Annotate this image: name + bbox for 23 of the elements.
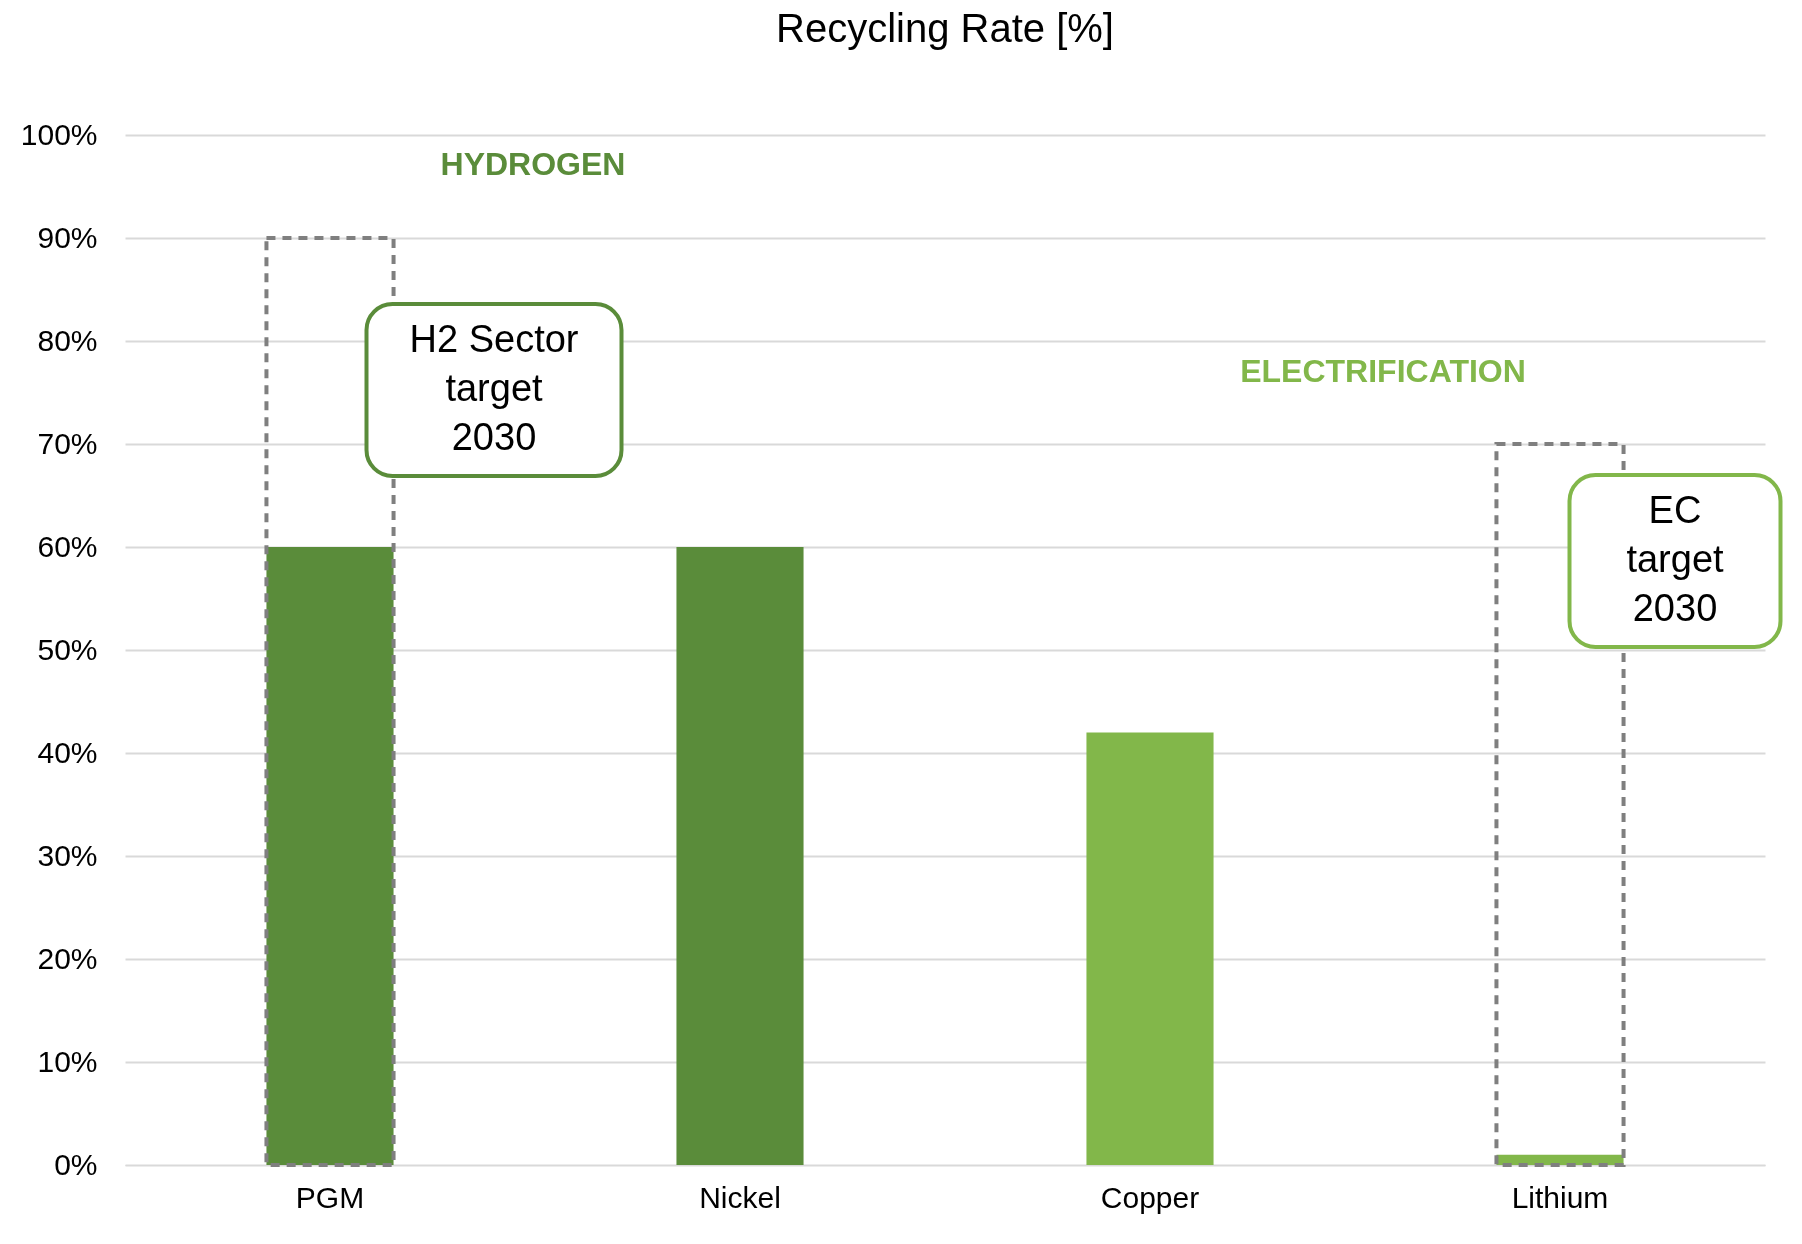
y-tick-label: 20% xyxy=(37,941,98,975)
bar xyxy=(1086,732,1214,1165)
y-tick-label: 70% xyxy=(37,426,98,460)
annotation: EC target 2030 xyxy=(1626,488,1725,630)
x-tick-label: Copper xyxy=(1100,1180,1200,1214)
annotation: H2 Sector target 2030 xyxy=(409,317,579,459)
x-tick-label: Nickel xyxy=(699,1180,781,1214)
bar xyxy=(266,547,394,1165)
y-tick-label: 60% xyxy=(37,529,98,563)
y-tick-label: 30% xyxy=(37,838,98,872)
x-tick-label: PGM xyxy=(295,1180,365,1214)
annotation: ELECTRIFICATION xyxy=(1240,353,1526,389)
y-tick-label: 80% xyxy=(37,323,98,357)
y-tick-label: 0% xyxy=(54,1147,98,1181)
chart-title: Recycling Rate [%] xyxy=(776,6,1114,50)
annotation: HYDROGEN xyxy=(440,146,626,182)
y-tick-label: 50% xyxy=(37,632,98,666)
y-tick-label: 100% xyxy=(20,117,98,151)
y-tick-label: 10% xyxy=(37,1044,98,1078)
bar xyxy=(676,547,804,1165)
x-tick-label: Lithium xyxy=(1511,1180,1609,1214)
y-tick-label: 90% xyxy=(37,220,98,254)
y-tick-label: 40% xyxy=(37,735,98,769)
